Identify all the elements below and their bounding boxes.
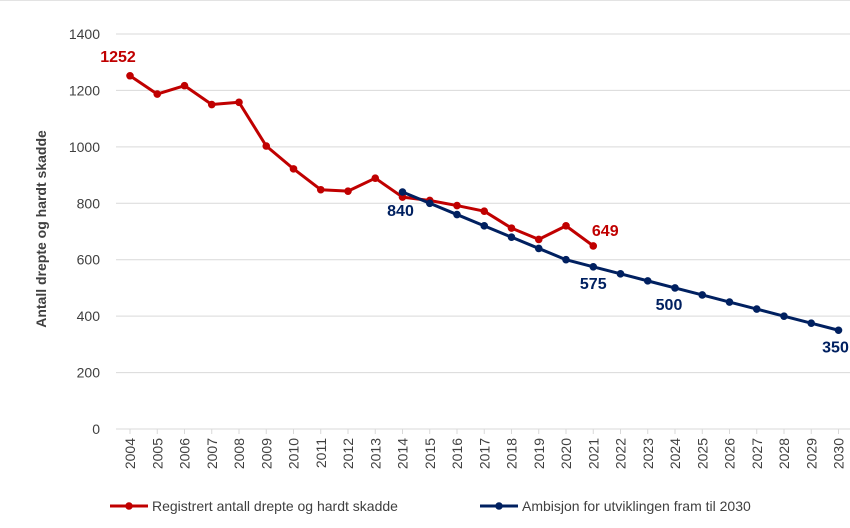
data-label: 1252 [100,49,136,66]
data-point [425,199,434,208]
x-tick-label: 2029 [803,438,819,469]
data-point [534,244,543,253]
x-tick-label: 2006 [177,438,193,469]
data-point [698,291,707,299]
legend-label: Ambisjon for utviklingen fram til 2030 [522,498,751,514]
data-point [507,233,516,241]
series-line-0 [128,74,595,248]
data-point [235,98,243,107]
y-tick-label: 400 [77,308,101,324]
x-tick-label: 2025 [694,438,710,469]
data-point [507,224,516,232]
x-tick-label: 2007 [204,438,220,469]
y-tick-label: 1400 [69,26,100,42]
data-point [480,207,489,215]
gridlines [116,33,850,430]
x-tick-label: 2014 [395,438,411,469]
data-point [562,222,570,230]
data-point [589,242,598,250]
x-tick-label: 2011 [313,438,329,468]
data-point [725,298,734,306]
x-tick-label: 2004 [122,438,138,469]
y-tick-label: 200 [77,365,101,381]
data-point [344,187,352,195]
data-label: 649 [592,223,619,240]
x-tick-label: 2022 [613,438,629,469]
data-labels: 1252 649 840 575 500 350 [100,49,849,356]
x-tick-label: 2017 [476,438,492,469]
x-tick-label: 2008 [231,438,247,469]
x-tick-label: 2016 [449,438,465,469]
data-point [534,235,543,244]
data-series [126,71,843,335]
x-axis-ticks: 2004 2005 2006 2007 2008 2009 2010 2011 2012 2013… [122,429,847,469]
x-tick-label: 2021 [585,438,601,469]
y-tick-label: 0 [92,421,100,437]
data-point [316,185,325,194]
data-label: 840 [387,203,414,220]
x-tick-label: 2024 [667,438,683,469]
legend-marker [125,502,133,510]
data-point [780,312,788,320]
data-point [562,255,570,264]
x-tick-label: 2013 [367,438,383,469]
data-point [671,284,679,292]
data-point [453,201,461,210]
x-tick-label: 2023 [640,438,656,469]
x-tick-label: 2012 [340,438,356,469]
y-axis-ticks: 0 200 400 600 800 1000 1200 1400 [69,26,100,437]
x-tick-label: 2020 [558,438,574,469]
y-axis-label: Antall drepte og hardt skadde [33,130,49,328]
data-point [126,71,134,80]
data-point [262,142,271,150]
y-tick-label: 1000 [69,139,100,155]
legend-label: Registrert antall drepte og hardt skadde [152,498,398,514]
x-tick-label: 2019 [531,438,547,469]
x-tick-label: 2026 [722,438,738,469]
x-tick-label: 2028 [776,438,792,469]
data-point [834,326,843,335]
data-point [616,270,625,278]
y-tick-label: 1200 [69,82,100,98]
x-tick-label: 2030 [831,438,847,469]
data-point [480,222,489,230]
x-tick-label: 2010 [286,438,302,469]
data-point [207,100,216,109]
x-tick-label: 2009 [258,438,274,469]
x-tick-label: 2018 [504,438,520,469]
x-tick-label: 2005 [149,438,165,469]
y-tick-label: 800 [77,195,101,211]
x-tick-label: 2015 [422,438,438,469]
data-point [453,210,461,219]
data-point [398,188,407,196]
x-tick-label: 2027 [749,438,765,469]
data-point [589,262,598,271]
data-label: 350 [822,339,849,356]
series-line-1 [401,190,840,332]
data-point [643,277,652,285]
data-point [289,165,298,173]
data-point [371,174,380,182]
data-point [180,81,189,90]
data-point [153,90,162,98]
data-label: 500 [656,297,683,314]
data-point [752,305,761,313]
legend-marker [495,502,503,510]
legend: Registrert antall drepte og hardt skadde… [110,498,751,514]
data-label: 575 [580,276,607,293]
y-tick-label: 600 [77,252,101,268]
data-point [807,319,816,327]
